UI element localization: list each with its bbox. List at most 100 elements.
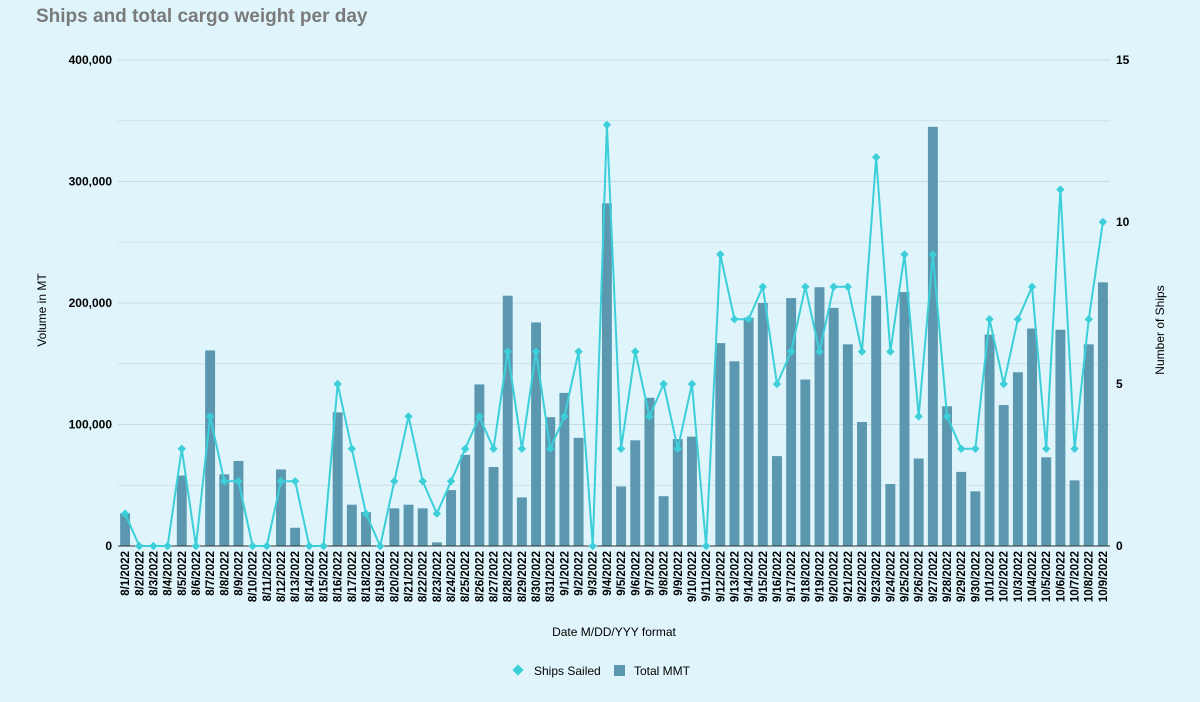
bar[interactable] — [545, 417, 556, 546]
bar[interactable] — [1055, 329, 1066, 546]
ships-sailed-point[interactable] — [177, 444, 186, 453]
bar[interactable] — [531, 322, 542, 546]
ships-sailed-point[interactable] — [843, 282, 853, 291]
ships-sailed-point[interactable] — [574, 347, 583, 356]
bar[interactable] — [757, 303, 768, 546]
bar[interactable] — [120, 513, 131, 546]
bar[interactable] — [361, 511, 371, 546]
ships-sailed-point[interactable] — [659, 379, 668, 389]
ships-sailed-point[interactable] — [475, 412, 484, 421]
ships-sailed-point[interactable] — [857, 347, 867, 356]
bar[interactable] — [672, 439, 683, 546]
bar[interactable] — [1027, 328, 1038, 546]
ships-sailed-point[interactable] — [602, 120, 612, 129]
bar[interactable] — [899, 292, 910, 546]
ships-sailed-point[interactable] — [1042, 444, 1051, 453]
ships-sailed-point[interactable] — [985, 315, 994, 324]
ships-sailed-point[interactable] — [503, 347, 512, 356]
ships-sailed-point[interactable] — [333, 379, 342, 389]
ships-sailed-point[interactable] — [489, 444, 498, 453]
ships-sailed-point[interactable] — [347, 444, 357, 453]
bar[interactable] — [1041, 457, 1052, 546]
ships-sailed-point[interactable] — [758, 282, 767, 291]
legend-item-total-mmt[interactable]: Total MMT — [614, 664, 691, 678]
ships-sailed-point[interactable] — [135, 541, 144, 551]
ships-sailed-point[interactable] — [928, 250, 938, 259]
bar[interactable] — [488, 467, 499, 546]
bar[interactable] — [942, 406, 952, 546]
bar[interactable] — [772, 456, 782, 546]
bar[interactable] — [857, 422, 867, 546]
ships-sailed-point[interactable] — [375, 541, 385, 551]
ships-sailed-point[interactable] — [1056, 185, 1065, 194]
ships-sailed-point[interactable] — [560, 412, 569, 421]
bar[interactable] — [389, 508, 400, 546]
bar[interactable] — [970, 491, 981, 546]
ships-sailed-point[interactable] — [942, 412, 952, 421]
bar[interactable] — [998, 405, 1009, 546]
ships-sailed-point[interactable] — [631, 347, 640, 356]
bar[interactable] — [1012, 372, 1023, 546]
bar[interactable] — [233, 460, 244, 546]
bar[interactable] — [842, 344, 853, 546]
ships-sailed-point[interactable] — [418, 477, 427, 486]
bar[interactable] — [828, 307, 839, 546]
ships-sailed-point[interactable] — [971, 444, 980, 453]
bar[interactable] — [176, 475, 187, 546]
bar[interactable] — [1069, 480, 1080, 546]
ships-sailed-point[interactable] — [290, 477, 300, 486]
ships-sailed-point[interactable] — [886, 347, 895, 356]
ships-sailed-point[interactable] — [1027, 282, 1037, 291]
ships-sailed-point[interactable] — [234, 477, 243, 486]
bar[interactable] — [630, 440, 641, 546]
bar[interactable] — [446, 490, 456, 546]
ships-sailed-point[interactable] — [390, 477, 399, 486]
bar[interactable] — [219, 474, 230, 546]
ships-sailed-point[interactable] — [588, 541, 597, 551]
bar[interactable] — [417, 508, 428, 546]
ships-sailed-point[interactable] — [404, 412, 413, 421]
ships-sailed-point[interactable] — [673, 444, 682, 453]
ships-sailed-point[interactable] — [546, 444, 555, 453]
ships-sailed-point[interactable] — [701, 541, 711, 551]
bar[interactable] — [658, 496, 669, 546]
ships-sailed-point[interactable] — [191, 541, 201, 551]
ships-sailed-point[interactable] — [1084, 315, 1093, 324]
bar[interactable] — [956, 471, 967, 546]
bar[interactable] — [460, 454, 471, 546]
bar[interactable] — [871, 295, 882, 546]
ships-sailed-point[interactable] — [319, 541, 328, 551]
ships-sailed-point[interactable] — [687, 379, 697, 389]
ships-sailed-point[interactable] — [730, 315, 739, 324]
bar[interactable] — [786, 298, 797, 546]
bar[interactable] — [474, 384, 485, 546]
bar[interactable] — [431, 542, 442, 546]
ships-sailed-point[interactable] — [801, 282, 810, 291]
ships-sailed-point[interactable] — [1070, 444, 1079, 453]
bar[interactable] — [743, 317, 754, 546]
bar[interactable] — [276, 469, 286, 546]
ships-sailed-point[interactable] — [432, 509, 442, 518]
ships-sailed-point[interactable] — [616, 444, 626, 453]
ships-sailed-point[interactable] — [999, 379, 1008, 389]
ships-sailed-point[interactable] — [120, 509, 130, 518]
bar[interactable] — [601, 203, 612, 546]
ships-sailed-point[interactable] — [829, 282, 838, 291]
bar[interactable] — [205, 350, 216, 546]
legend-item-ships-sailed[interactable]: Ships Sailed — [512, 664, 601, 678]
ships-sailed-point[interactable] — [645, 412, 654, 421]
ships-sailed-point[interactable] — [786, 347, 796, 356]
ships-sailed-point[interactable] — [149, 541, 158, 551]
ships-sailed-point[interactable] — [914, 412, 923, 421]
bar[interactable] — [559, 392, 570, 546]
bar[interactable] — [644, 397, 655, 546]
bar[interactable] — [346, 504, 357, 546]
ships-sailed-point[interactable] — [305, 541, 314, 551]
bar[interactable] — [913, 458, 924, 546]
bar[interactable] — [814, 287, 825, 546]
bar[interactable] — [885, 484, 896, 546]
bar[interactable] — [290, 527, 301, 546]
bar[interactable] — [984, 334, 995, 546]
ships-sailed-point[interactable] — [461, 444, 470, 453]
ships-sailed-point[interactable] — [957, 444, 966, 453]
